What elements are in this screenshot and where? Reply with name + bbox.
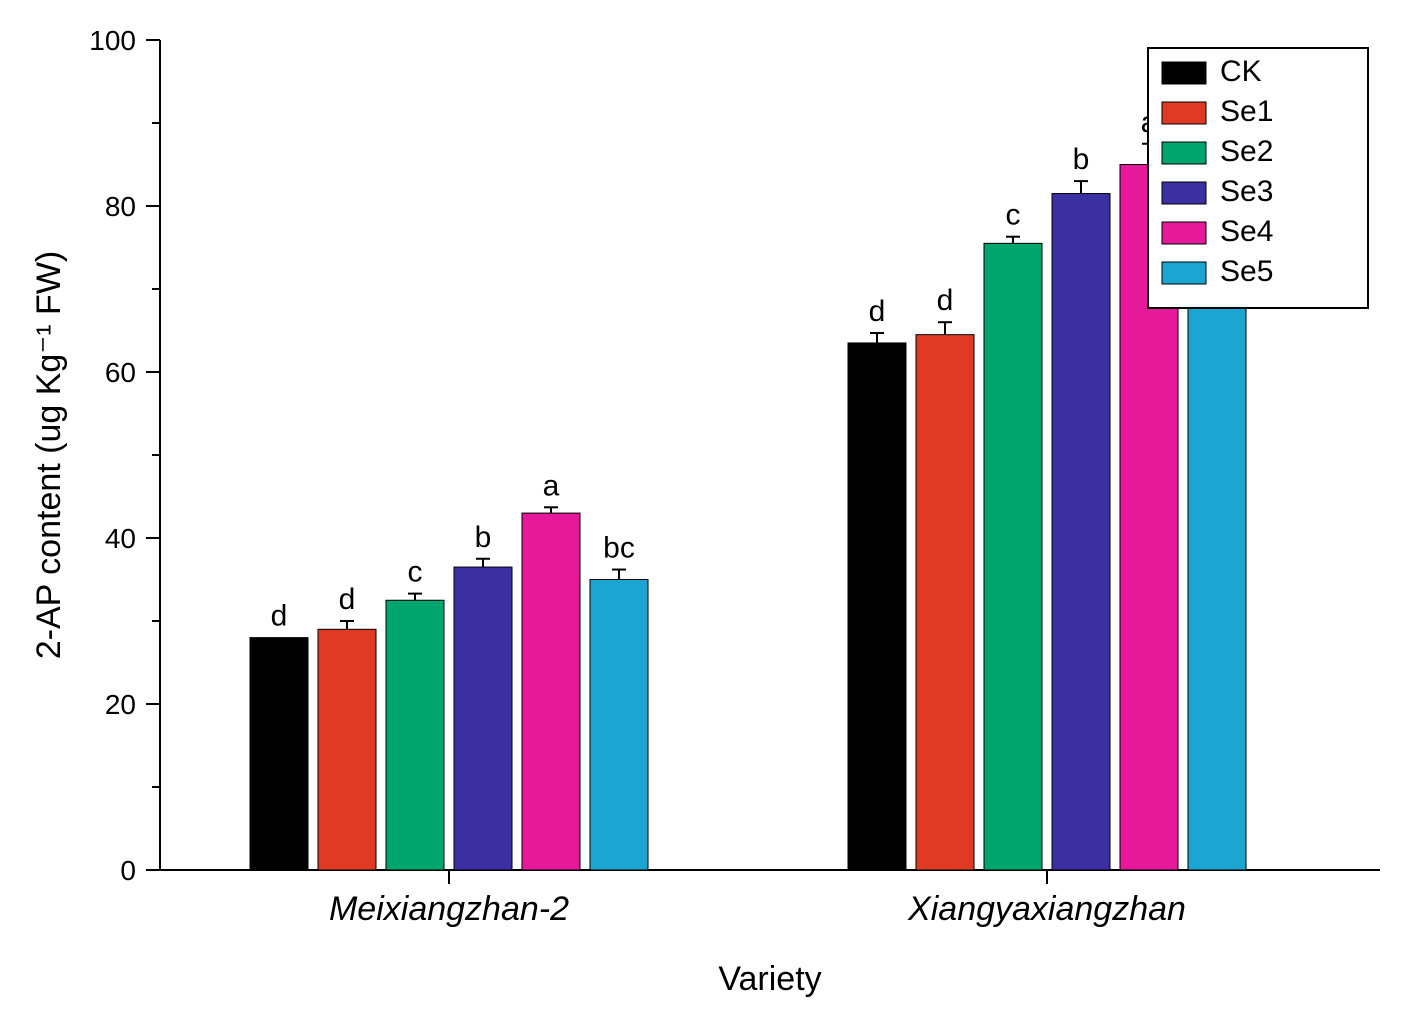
bar-chart-svg: 0 20 40 60 80 100 2-AP content (ug Kg⁻¹ FW) d d c… <box>0 0 1418 1036</box>
bar-Se3 <box>454 567 512 870</box>
legend-label: Se1 <box>1220 95 1273 128</box>
legend-label: Se2 <box>1220 135 1273 168</box>
bar-Se2 <box>386 600 444 870</box>
bar-CK <box>848 343 906 870</box>
legend-swatch <box>1162 62 1206 84</box>
sig-label: bc <box>603 532 635 565</box>
bar-Se2 <box>984 243 1042 870</box>
chart-container: 0 20 40 60 80 100 2-AP content (ug Kg⁻¹ FW) d d c… <box>0 0 1418 1036</box>
bar-Se5 <box>1188 260 1246 870</box>
sig-label: d <box>271 600 288 633</box>
x-group-label: Xiangyaxiangzhan <box>907 890 1186 928</box>
sig-label: b <box>475 521 492 554</box>
bar-Se1 <box>318 629 376 870</box>
sig-label: a <box>543 469 560 502</box>
legend-swatch <box>1162 262 1206 284</box>
sig-label: c <box>408 556 423 589</box>
y-tick-label: 80 <box>105 191 136 222</box>
legend-label: CK <box>1220 55 1262 88</box>
legend-swatch <box>1162 142 1206 164</box>
y-tick-label: 60 <box>105 357 136 388</box>
sig-label: d <box>937 284 954 317</box>
sig-label: d <box>869 295 886 328</box>
bar-Se5 <box>590 580 648 871</box>
legend-swatch <box>1162 222 1206 244</box>
sig-label: c <box>1006 199 1021 232</box>
legend-label: Se3 <box>1220 175 1273 208</box>
y-tick-label: 40 <box>105 523 136 554</box>
legend-swatch <box>1162 182 1206 204</box>
legend-label: Se4 <box>1220 215 1273 248</box>
legend-label: Se5 <box>1220 255 1273 288</box>
bar-Se4 <box>522 513 580 870</box>
x-group-label: Meixiangzhan-2 <box>329 890 569 928</box>
legend-swatch <box>1162 102 1206 124</box>
y-tick-label: 20 <box>105 689 136 720</box>
bar-Se1 <box>916 335 974 870</box>
y-tick-label: 100 <box>89 25 136 56</box>
bar-CK <box>250 638 308 870</box>
sig-label: d <box>339 583 356 616</box>
y-tick-label: 0 <box>120 855 136 886</box>
x-axis-title: Variety <box>718 960 821 998</box>
y-axis-title: 2-AP content (ug Kg⁻¹ FW) <box>30 251 68 659</box>
bar-Se3 <box>1052 194 1110 870</box>
sig-label: b <box>1073 143 1090 176</box>
